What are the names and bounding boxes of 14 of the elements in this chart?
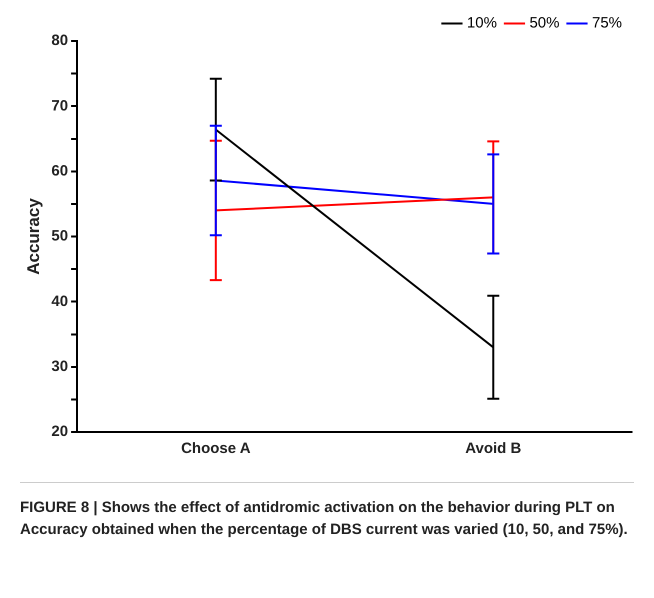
legend-label: 50% bbox=[529, 14, 560, 32]
x-tick-label: Choose A bbox=[181, 440, 251, 458]
y-tick-label: 60 bbox=[51, 162, 68, 180]
y-axis-title: Accuracy bbox=[24, 198, 43, 275]
legend-label: 10% bbox=[466, 14, 497, 32]
y-tick-label: 70 bbox=[51, 97, 68, 114]
y-tick-label: 40 bbox=[51, 292, 68, 310]
y-tick-label: 80 bbox=[51, 32, 68, 50]
y-tick-label: 50 bbox=[51, 228, 68, 245]
x-tick-label: Avoid B bbox=[465, 440, 522, 458]
caption: FIGURE 8 | Shows the effect of antidromic activation on the behavior during PLT on Accuracy obtained when the percentage of DBS current was varied (10, 50, and 75%). bbox=[20, 498, 629, 540]
y-tick-label: 30 bbox=[51, 358, 68, 375]
legend-label: 75% bbox=[592, 14, 622, 32]
y-tick-label: 20 bbox=[51, 423, 68, 440]
